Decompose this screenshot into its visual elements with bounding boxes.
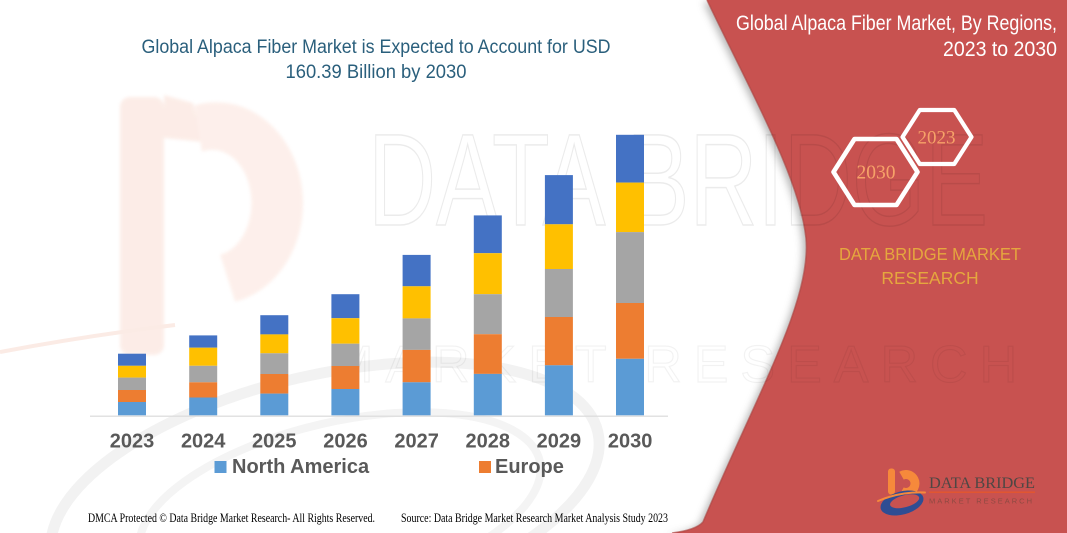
svg-text:Global Alpaca Fiber Market, By: Global Alpaca Fiber Market, By Regions,	[736, 11, 1057, 35]
svg-text:2023: 2023	[918, 128, 956, 149]
svg-text:2028: 2028	[466, 431, 511, 453]
svg-text:2025: 2025	[252, 431, 297, 453]
svg-text:DATA BRIDGE: DATA BRIDGE	[929, 475, 1035, 492]
svg-text:MARKET RESEARCH: MARKET RESEARCH	[929, 497, 1035, 506]
svg-text:2030: 2030	[608, 431, 653, 453]
svg-text:2024: 2024	[181, 431, 226, 453]
svg-text:Global Alpaca Fiber Market is: Global Alpaca Fiber Market is Expected t…	[142, 37, 611, 58]
svg-text:Source: Data Bridge Market Res: Source: Data Bridge Market Research Mark…	[401, 510, 668, 525]
svg-text:DATA BRIDGE: DATA BRIDGE	[368, 108, 988, 254]
svg-text:Europe: Europe	[495, 456, 564, 478]
svg-text:2030: 2030	[857, 163, 896, 184]
svg-text:DMCA Protected © Data Bridge M: DMCA Protected © Data Bridge Market Rese…	[88, 510, 375, 525]
svg-text:2023: 2023	[110, 431, 155, 453]
svg-text:2023 to 2030: 2023 to 2030	[943, 37, 1057, 61]
svg-text:2026: 2026	[323, 431, 368, 453]
svg-text:North America: North America	[232, 456, 370, 478]
svg-text:2029: 2029	[537, 431, 582, 453]
svg-text:MARKET RESEARCH: MARKET RESEARCH	[330, 336, 1029, 394]
svg-text:2027: 2027	[394, 431, 439, 453]
svg-text:RESEARCH: RESEARCH	[881, 268, 978, 288]
svg-text:160.39 Billion by 2030: 160.39 Billion by 2030	[286, 62, 467, 83]
svg-text:DATA BRIDGE MARKET: DATA BRIDGE MARKET	[839, 244, 1021, 264]
